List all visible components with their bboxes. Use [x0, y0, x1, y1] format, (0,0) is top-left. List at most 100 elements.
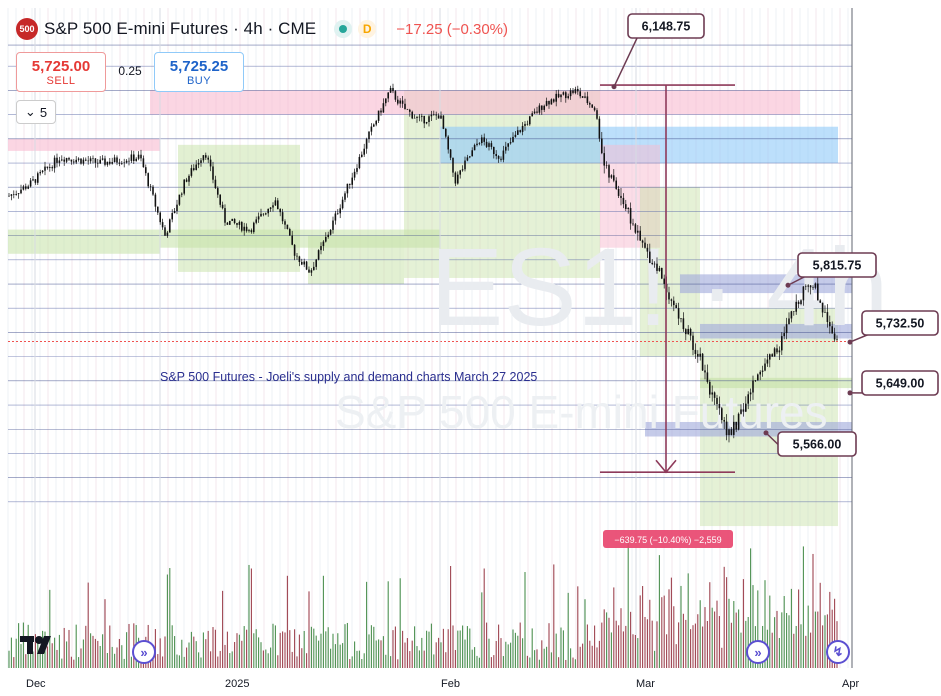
grid-lines — [8, 8, 853, 668]
candle-body — [634, 224, 637, 233]
candle-body — [265, 213, 267, 215]
candle-body — [807, 285, 809, 287]
candle-body — [512, 136, 514, 143]
candle-body — [370, 126, 373, 132]
candle-body — [687, 328, 689, 335]
sell-price: 5,725.00 — [31, 57, 91, 75]
candle-body — [471, 150, 473, 157]
candle-body — [701, 353, 704, 371]
candle-body — [574, 88, 577, 93]
candle-body — [497, 156, 500, 159]
x-label-feb: Feb — [441, 678, 460, 690]
candle-body — [485, 141, 488, 147]
candle-body — [747, 394, 749, 404]
candle-body — [8, 195, 10, 197]
buy-button[interactable]: 5,725.25 BUY — [154, 52, 244, 92]
candle-body — [329, 229, 332, 235]
candle-body — [658, 267, 661, 271]
scroll-to-realtime-button[interactable]: » — [746, 640, 770, 664]
candle-body — [322, 241, 325, 247]
candle-body — [524, 123, 526, 126]
candle-body — [759, 371, 761, 375]
candle-body — [572, 90, 574, 93]
candle-body — [766, 359, 769, 364]
candle-body — [44, 166, 46, 171]
candle-body — [401, 100, 404, 104]
candle-body — [106, 161, 109, 165]
candle-body — [437, 115, 440, 119]
candle-body — [212, 166, 214, 180]
candle-body — [649, 251, 651, 263]
candle-body — [802, 286, 805, 301]
candle-body — [61, 159, 63, 161]
go-to-start-button[interactable]: » — [132, 640, 156, 664]
candle-body — [224, 208, 226, 223]
candle-body — [560, 94, 562, 98]
sell-button[interactable]: 5,725.00 SELL — [16, 52, 106, 92]
candle-body — [488, 143, 490, 147]
candle-body — [140, 154, 142, 159]
candle-body — [241, 221, 243, 231]
candle-body — [704, 370, 706, 373]
candle-body — [325, 236, 327, 242]
lightning-replay-icon[interactable]: ↯ — [826, 640, 850, 664]
indicators-toggle-button[interactable]: ⌄ 5 — [16, 100, 56, 124]
candle-body — [536, 111, 538, 113]
candle-body — [147, 173, 149, 187]
candle-body — [644, 242, 646, 248]
candle-body — [440, 115, 442, 119]
candle-body — [478, 143, 481, 144]
candle-body — [749, 392, 752, 395]
candle-body — [581, 96, 584, 98]
x-label-2025: 2025 — [225, 678, 250, 690]
candle-body — [125, 160, 128, 163]
candle-body — [461, 169, 464, 171]
candle-body — [831, 326, 833, 334]
candle-body — [286, 224, 289, 230]
callout-anchor — [785, 282, 791, 288]
candle-body — [709, 381, 711, 395]
background-layer — [7, 8, 849, 668]
candle-body — [385, 98, 387, 104]
candle-body — [519, 130, 521, 132]
candle-body — [171, 213, 173, 220]
candle-body — [699, 353, 701, 357]
candle-body — [473, 145, 476, 151]
candle-body — [349, 183, 351, 185]
candle-body — [274, 200, 277, 206]
candle-body — [253, 222, 255, 233]
candle-body — [58, 160, 61, 163]
candle-body — [310, 270, 313, 273]
sell-label: SELL — [46, 74, 76, 87]
candle-body — [159, 212, 161, 223]
candle-body — [598, 118, 601, 139]
candle-body — [725, 421, 728, 436]
candle-body — [313, 266, 315, 271]
candle-body — [128, 160, 130, 162]
candle-body — [361, 154, 363, 157]
candle-body — [219, 194, 221, 205]
candle-body — [490, 143, 493, 147]
symbol-title[interactable]: S&P 500 E-mini Futures · 4h · CME — [44, 19, 317, 38]
candle-body — [819, 300, 821, 303]
delayed-data-badge[interactable]: D — [358, 20, 377, 38]
candle-body — [416, 116, 418, 118]
candle-body — [677, 308, 680, 319]
tradingview-logo[interactable] — [20, 632, 58, 663]
candle-body — [389, 87, 392, 93]
candle-body — [788, 318, 790, 325]
candle-body — [243, 226, 245, 231]
candle-body — [255, 219, 257, 223]
candle-body — [205, 155, 207, 158]
zone-rect — [640, 187, 700, 357]
candle-body — [771, 354, 773, 357]
candle-body — [697, 353, 699, 357]
indicator-count: 5 — [39, 104, 48, 120]
chevron-down-icon: ⌄ — [24, 104, 36, 119]
candle-body — [812, 287, 814, 288]
callout-price-label: 5,649.00 — [876, 377, 925, 391]
zone-rect — [404, 90, 600, 278]
candle-body — [308, 269, 310, 273]
